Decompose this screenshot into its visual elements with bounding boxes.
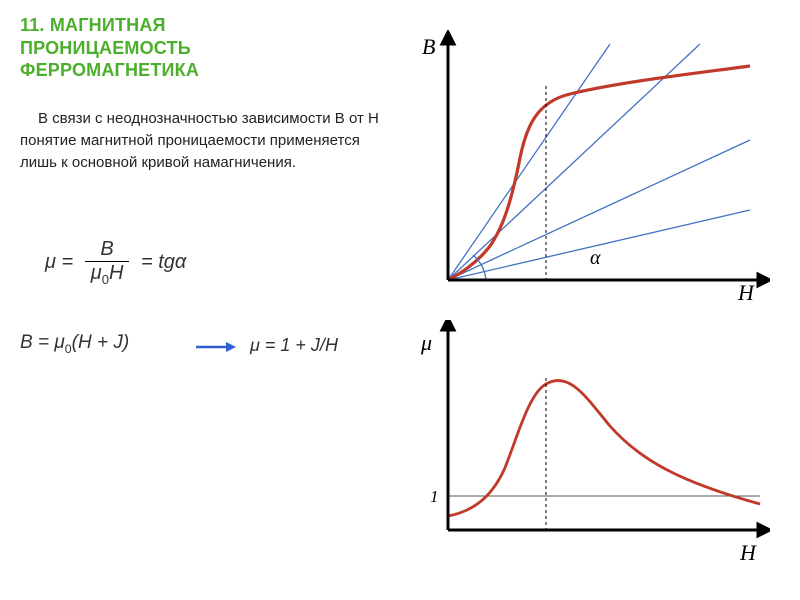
chart-mu-vs-h: μ H 1 <box>420 320 770 570</box>
y-axis-label: B <box>422 34 435 59</box>
body-paragraph: В связи с неоднозначностью зависимости B… <box>20 108 400 173</box>
equation-mu-j-h: μ = 1 + J/H <box>250 335 338 356</box>
eq1-fraction: B μ0H <box>85 238 130 287</box>
one-label: 1 <box>430 487 439 506</box>
eq1-numerator: B <box>85 238 130 262</box>
eq1-mu: μ <box>45 251 56 273</box>
equation-b-definition: B = μ0(H + J) <box>20 332 129 356</box>
y-axis-label: μ <box>420 330 432 355</box>
equation-mu-definition: μ = B μ0H = tgα <box>45 238 186 287</box>
eq1-denominator: μ0H <box>85 262 130 287</box>
eq1-tga: tgα <box>158 251 186 273</box>
x-axis-label: H <box>739 540 757 565</box>
arrow-icon <box>196 340 236 354</box>
slope-lines <box>448 44 750 280</box>
chart-b-vs-h: B H α <box>420 30 770 300</box>
x-axis-label: H <box>737 280 755 300</box>
axes <box>442 320 770 536</box>
slope-line <box>448 210 750 280</box>
slide-title: 11. МАГНИТНАЯ ПРОНИЦАЕМОСТЬ ФЕРРОМАГНЕТИ… <box>20 14 280 82</box>
angle-label: α <box>590 247 601 269</box>
slope-line <box>448 44 610 280</box>
slope-line <box>448 44 700 280</box>
